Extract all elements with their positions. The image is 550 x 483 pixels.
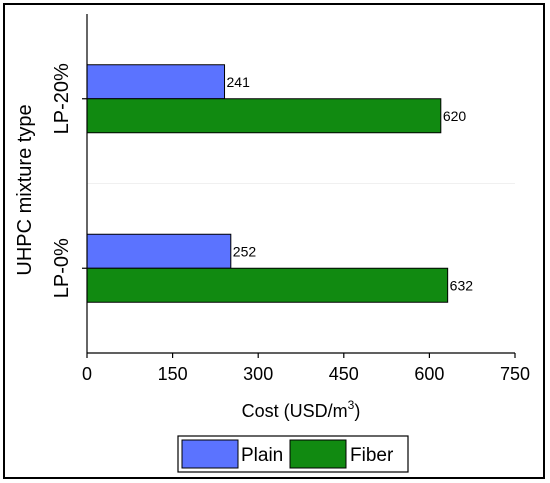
x-tick-label-150: 150 bbox=[158, 364, 188, 384]
data-label-plain-lp-0: 252 bbox=[233, 243, 257, 259]
data-label-plain-lp-20: 241 bbox=[227, 74, 251, 90]
bar-plain-lp-20 bbox=[86, 64, 226, 100]
data-label-fiber-lp-0: 632 bbox=[450, 277, 474, 293]
bar-fiber-lp-0 bbox=[86, 267, 449, 303]
y-tick-label-lp-20: LP-20% bbox=[51, 63, 73, 134]
legend-swatch-plain bbox=[181, 439, 239, 469]
y-tick-label-lp-0: LP-0% bbox=[51, 238, 73, 298]
legend-swatch-fiber bbox=[289, 439, 347, 469]
x-axis-label-sup: 3 bbox=[348, 398, 355, 412]
x-tick-label-600: 600 bbox=[414, 364, 444, 384]
bar-plain-lp-0 bbox=[86, 233, 232, 269]
x-tick-label-0: 0 bbox=[82, 364, 92, 384]
legend-label-plain: Plain bbox=[241, 445, 283, 466]
data-label-fiber-lp-20: 620 bbox=[443, 108, 467, 124]
x-axis-label: Cost (USD/m3) bbox=[242, 398, 361, 421]
legend: Plain Fiber bbox=[177, 435, 409, 473]
x-tick-label-450: 450 bbox=[329, 364, 359, 384]
x-axis-label-close: ) bbox=[354, 401, 360, 421]
x-tick-label-300: 300 bbox=[243, 364, 273, 384]
x-tick-label-750: 750 bbox=[500, 364, 530, 384]
x-axis-label-main: Cost (USD/m bbox=[242, 401, 348, 421]
legend-label-fiber: Fiber bbox=[350, 445, 394, 466]
y-axis-label: UHPC mixture type bbox=[14, 104, 36, 275]
bar-fiber-lp-20 bbox=[86, 98, 442, 134]
